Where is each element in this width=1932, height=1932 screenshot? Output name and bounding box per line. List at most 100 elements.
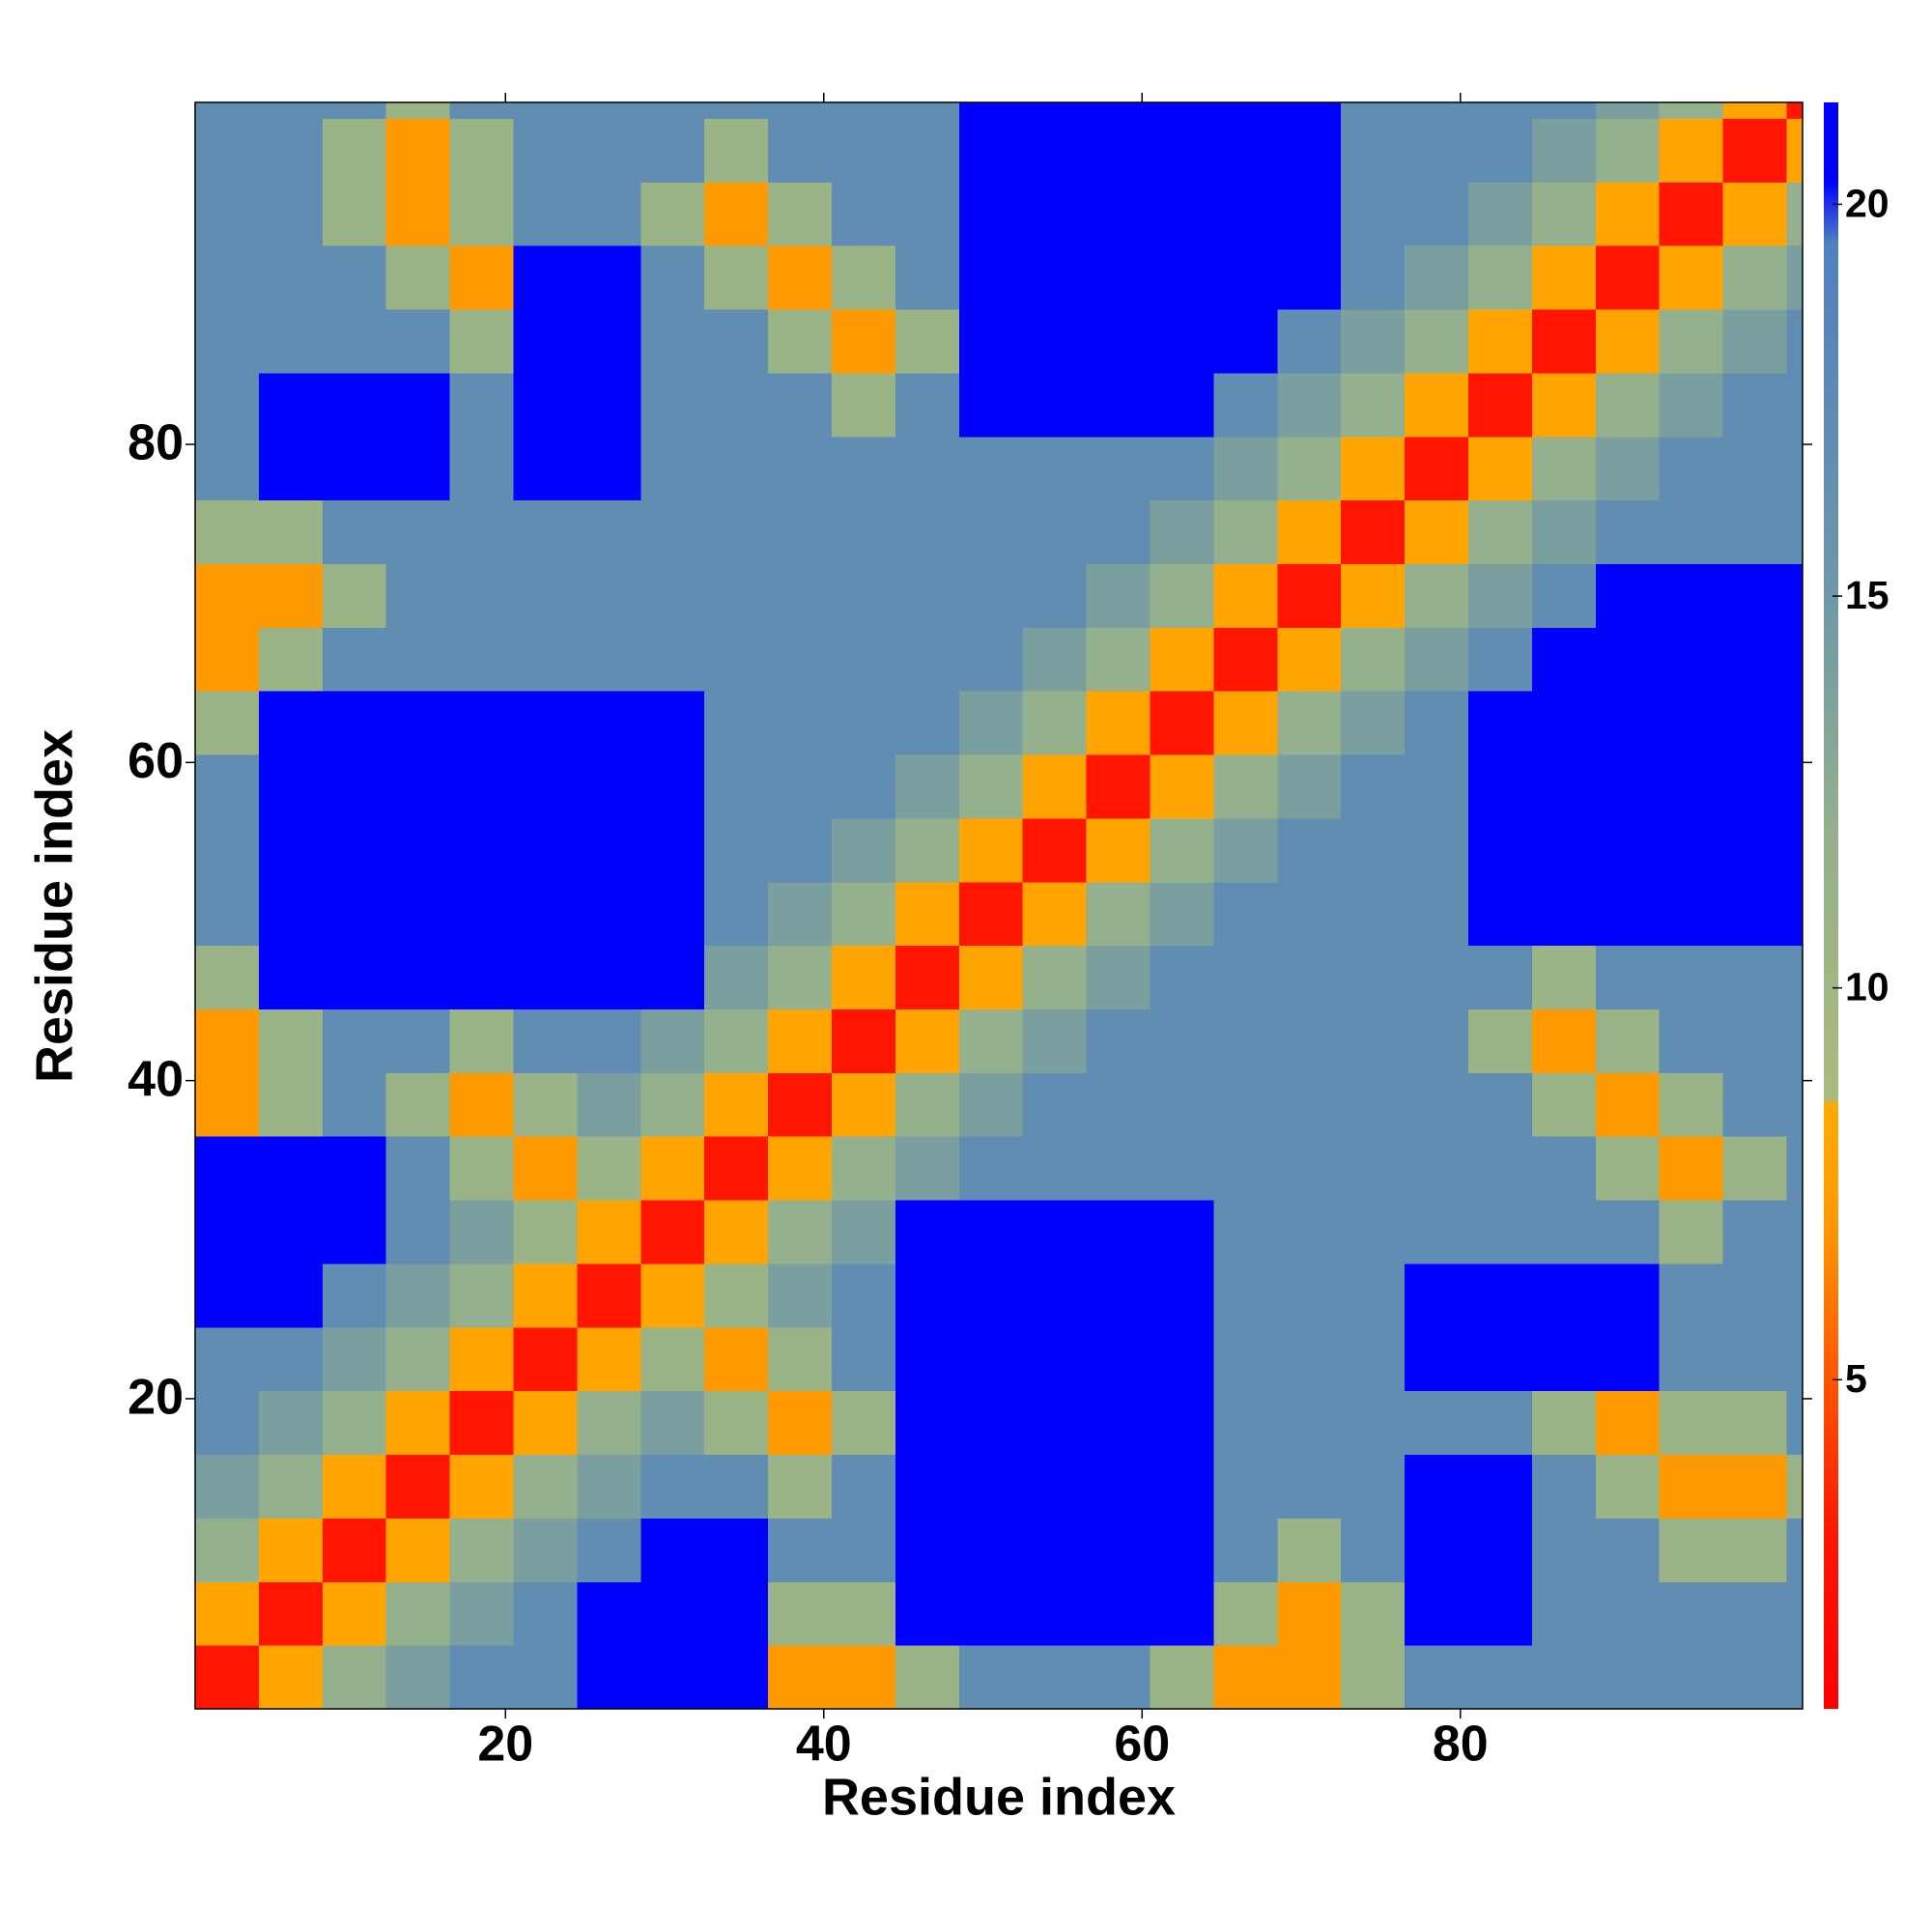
heatmap-cell: [958, 1518, 1024, 1582]
heatmap-cell: [832, 1581, 896, 1646]
heatmap-cell: [1468, 436, 1533, 501]
heatmap-cell: [1595, 1263, 1661, 1328]
heatmap-cell: [195, 627, 260, 692]
heatmap-cell: [1022, 1263, 1088, 1328]
heatmap-cell: [385, 691, 451, 755]
heatmap-cell: [1595, 245, 1661, 310]
heatmap-cell: [1277, 245, 1342, 310]
heatmap-cell: [640, 182, 705, 246]
heatmap-cell: [1531, 627, 1597, 692]
heatmap-cell: [832, 1136, 896, 1201]
y-axis-label: Residue index: [25, 729, 83, 1083]
heatmap-cell: [1341, 754, 1406, 819]
heatmap-cell: [640, 1263, 705, 1328]
heatmap-cell: [958, 102, 1024, 119]
heatmap-cell: [1722, 182, 1788, 246]
heatmap-cell: [1595, 372, 1661, 438]
heatmap-cell: [1659, 1518, 1724, 1582]
heatmap-cell: [1213, 1009, 1278, 1073]
heatmap-cell: [832, 945, 896, 1010]
heatmap-cell: [1405, 563, 1469, 628]
heatmap-cell: [1277, 118, 1342, 183]
heatmap-cell: [322, 563, 387, 628]
colorbar-tick-label: 15: [1845, 573, 1889, 617]
heatmap-cell: [195, 499, 260, 564]
heatmap-cell: [1468, 102, 1533, 119]
heatmap-cell: [1531, 372, 1597, 438]
heatmap-cell: [1022, 627, 1088, 692]
heatmap-cell: [513, 1263, 578, 1328]
heatmap-cell: [258, 1326, 324, 1392]
heatmap-cell: [895, 245, 960, 310]
heatmap-cell: [1213, 102, 1278, 119]
heatmap-cell: [1022, 945, 1088, 1010]
heatmap-cell: [1022, 1072, 1088, 1137]
heatmap-cell: [704, 1136, 769, 1201]
heatmap-cell: [1786, 1263, 1804, 1328]
heatmap-cell: [1341, 945, 1406, 1010]
heatmap-cell: [1595, 1454, 1661, 1519]
heatmap-cell: [958, 691, 1024, 755]
heatmap-cell: [195, 1072, 260, 1137]
heatmap-cell: [1722, 817, 1788, 883]
heatmap-cell: [1405, 1072, 1469, 1137]
heatmap-cell: [385, 1009, 451, 1073]
heatmap-cell: [1277, 499, 1342, 564]
heatmap-cell: [449, 1009, 515, 1073]
heatmap-cell: [1786, 1390, 1804, 1456]
heatmap-cell: [322, 1009, 387, 1073]
heatmap-cell: [1086, 754, 1151, 819]
heatmap-cell: [768, 436, 833, 501]
heatmap-cell: [1150, 1390, 1214, 1456]
heatmap-cell: [1722, 309, 1788, 374]
heatmap-cell: [1150, 372, 1214, 438]
heatmap-cell: [195, 1518, 260, 1582]
heatmap-cell: [1150, 563, 1214, 628]
heatmap-cell: [385, 1326, 451, 1392]
heatmap-cell: [322, 1581, 387, 1646]
heatmap-cell: [1022, 1454, 1088, 1519]
heatmap-cell: [1086, 436, 1151, 501]
heatmap-cell: [832, 1009, 896, 1073]
heatmap-cell: [1659, 1326, 1724, 1392]
heatmap-cell: [1213, 1072, 1278, 1137]
heatmap-cell: [322, 881, 387, 947]
heatmap-cell: [768, 372, 833, 438]
heatmap-cell: [1341, 436, 1406, 501]
heatmap-cell: [640, 1326, 705, 1392]
heatmap-cell: [1659, 436, 1724, 501]
heatmap-cell: [958, 881, 1024, 947]
heatmap-cell: [704, 245, 769, 310]
heatmap-cell: [1405, 118, 1469, 183]
heatmap-cell: [1213, 627, 1278, 692]
heatmap-cell: [258, 1200, 324, 1264]
heatmap-cell: [577, 182, 641, 246]
heatmap-cell: [895, 754, 960, 819]
heatmap-cell: [322, 1390, 387, 1456]
heatmap-cell: [768, 1390, 833, 1456]
heatmap-cell: [768, 1581, 833, 1646]
heatmap-cell: [704, 691, 769, 755]
heatmap-cell: [1659, 1645, 1724, 1710]
heatmap-cell: [1341, 1390, 1406, 1456]
heatmap-cell: [958, 1009, 1024, 1073]
heatmap-cell: [195, 436, 260, 501]
heatmap-cell: [704, 754, 769, 819]
heatmap-cell: [577, 1645, 641, 1710]
heatmap-cell: [1531, 817, 1597, 883]
heatmap-cell: [1086, 102, 1151, 119]
heatmap-cell: [640, 881, 705, 947]
heatmap-cell: [1277, 754, 1342, 819]
heatmap-cell: [322, 945, 387, 1010]
heatmap-cell: [1022, 563, 1088, 628]
heatmap-cell: [768, 754, 833, 819]
heatmap-cell: [832, 1645, 896, 1710]
heatmap-cell: [1405, 245, 1469, 310]
heatmap-cell: [513, 118, 578, 183]
heatmap-cell: [958, 1581, 1024, 1646]
heatmap-cell: [1468, 1263, 1533, 1328]
heatmap-cell: [322, 182, 387, 246]
heatmap-cell: [704, 1518, 769, 1582]
heatmap-cell: [1150, 436, 1214, 501]
heatmap-cell: [1722, 1390, 1788, 1456]
